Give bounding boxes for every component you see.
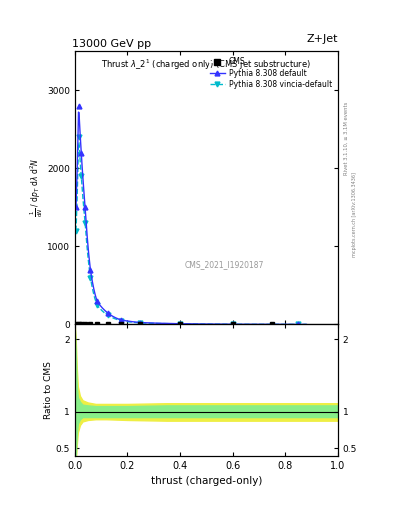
Y-axis label: $\frac{1}{\mathrm{d}N}$ / $\mathrm{d}p_T$ $\mathrm{d}\lambda$ $\mathrm{d}^2N$: $\frac{1}{\mathrm{d}N}$ / $\mathrm{d}p_T…	[29, 158, 46, 218]
Text: Thrust $\lambda$_2$^1$ (charged only) (CMS jet substructure): Thrust $\lambda$_2$^1$ (charged only) (C…	[101, 58, 311, 72]
Text: CMS_2021_I1920187: CMS_2021_I1920187	[185, 260, 264, 269]
Text: Rivet 3.1.10, ≥ 3.1M events: Rivet 3.1.10, ≥ 3.1M events	[344, 101, 349, 175]
X-axis label: thrust (charged-only): thrust (charged-only)	[151, 476, 262, 486]
Text: Z+Jet: Z+Jet	[307, 34, 338, 45]
Text: mcplots.cern.ch [arXiv:1306.3436]: mcplots.cern.ch [arXiv:1306.3436]	[352, 173, 357, 258]
Legend: CMS, Pythia 8.308 default, Pythia 8.308 vincia-default: CMS, Pythia 8.308 default, Pythia 8.308 …	[207, 55, 334, 91]
Text: 13000 GeV pp: 13000 GeV pp	[72, 39, 151, 49]
Y-axis label: Ratio to CMS: Ratio to CMS	[44, 361, 53, 419]
